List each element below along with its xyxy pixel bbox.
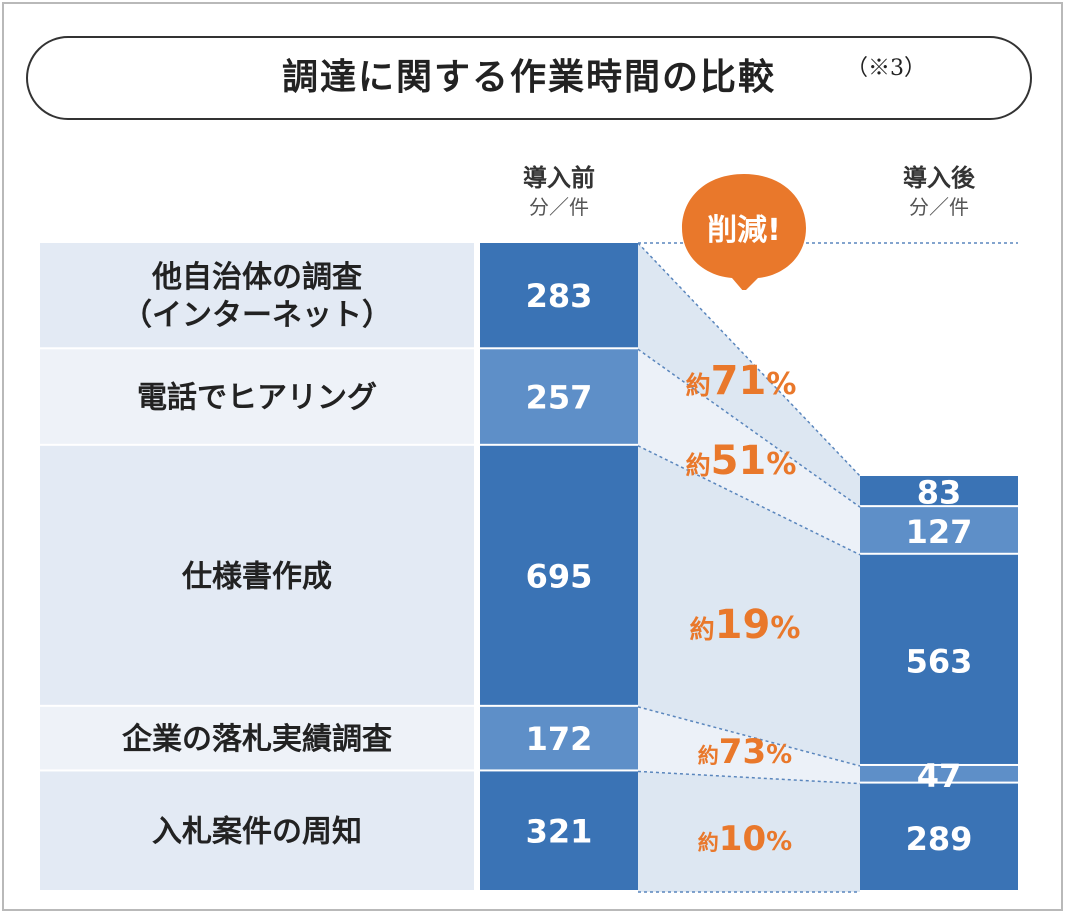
- reduction-label-part: %: [770, 611, 800, 646]
- reduction-label-part: 10: [719, 819, 766, 859]
- reduction-callout: 削減!: [682, 174, 806, 290]
- reduction-label-part: %: [766, 447, 796, 482]
- column-after-label: 導入後: [903, 164, 975, 192]
- reduction-label-part: 約: [698, 744, 719, 768]
- category-label-line: 入札案件の周知: [152, 815, 362, 850]
- category-row-bg-3: [40, 706, 474, 770]
- value-label-before-0: 283: [526, 277, 593, 315]
- reduction-band-0: [638, 243, 860, 508]
- connector-line-3: [637, 706, 861, 767]
- column-before-unit: 分／件: [529, 195, 589, 219]
- reduction-label-part: 約: [686, 371, 711, 400]
- reduction-label-part: 約: [690, 615, 715, 644]
- category-row-bg-1: [40, 349, 474, 444]
- chart-title: 調達に関する作業時間の比較: [281, 57, 776, 98]
- category-row-bg-2: [40, 445, 474, 705]
- value-label-before-1: 257: [526, 379, 593, 417]
- reduction-label-part: 51: [711, 438, 767, 484]
- callout-bubble-shape: [682, 174, 806, 290]
- bar-after-0: [860, 476, 1018, 506]
- connector-line-4: [637, 770, 861, 785]
- category-row-bg-4: [40, 771, 474, 890]
- bar-after-3: [860, 765, 1018, 782]
- value-label-after-3: 47: [917, 757, 962, 795]
- category-label-line: （インターネット）: [122, 298, 392, 333]
- value-label-before-4: 321: [526, 813, 593, 851]
- reduction-label-2: 約19%: [690, 602, 801, 648]
- value-label-after-4: 289: [906, 820, 973, 858]
- bar-before-3: [480, 706, 638, 770]
- category-label-0: 他自治体の調査（インターネット）: [122, 260, 392, 333]
- connector-line-2: [637, 445, 861, 556]
- category-label-2: 仕様書作成: [181, 559, 332, 594]
- column-header-before: 導入前 分／件: [480, 163, 638, 221]
- reduction-label-part: %: [766, 367, 796, 402]
- reduction-label-part: 73: [719, 732, 766, 772]
- column-before-label: 導入前: [523, 164, 595, 192]
- category-label-3: 企業の落札実績調査: [122, 722, 392, 757]
- bar-after-2: [860, 554, 1018, 764]
- category-label-line: 企業の落札実績調査: [122, 722, 392, 757]
- bar-after-1: [860, 507, 1018, 553]
- category-label-line: 電話でヒアリング: [137, 381, 377, 416]
- category-label-line: 他自治体の調査: [151, 260, 362, 295]
- title-box: 調達に関する作業時間の比較: [26, 36, 1032, 120]
- bar-before-1: [480, 349, 638, 444]
- reduction-label-part: 71: [711, 358, 767, 404]
- value-label-after-2: 563: [906, 642, 973, 680]
- reduction-band-2: [638, 445, 860, 766]
- reduction-label-part: %: [766, 740, 792, 770]
- value-label-before-3: 172: [526, 720, 593, 758]
- reduction-label-part: 約: [698, 831, 719, 855]
- value-label-after-0: 83: [917, 474, 962, 512]
- bar-before-2: [480, 445, 638, 705]
- value-label-before-2: 695: [526, 557, 593, 595]
- reduction-label-part: %: [766, 827, 792, 857]
- value-label-after-1: 127: [906, 513, 973, 551]
- category-label-4: 入札案件の周知: [152, 815, 362, 850]
- reduction-label-3: 約73%: [698, 732, 792, 772]
- reduction-band-1: [638, 349, 860, 555]
- reduction-band-4: [638, 771, 860, 892]
- reduction-label-1: 約51%: [686, 438, 797, 484]
- reduction-label-0: 約71%: [686, 358, 797, 404]
- reduction-label-4: 約10%: [698, 819, 792, 859]
- title-note: （※3）: [846, 56, 926, 81]
- column-header-after: 導入後 分／件: [860, 163, 1018, 221]
- reduction-band-3: [638, 706, 860, 784]
- reduction-label-part: 約: [686, 451, 711, 480]
- category-label-1: 電話でヒアリング: [137, 381, 377, 416]
- bar-before-4: [480, 771, 638, 890]
- category-label-line: 仕様書作成: [181, 559, 332, 594]
- bar-after-4: [860, 783, 1018, 890]
- bar-before-0: [480, 243, 638, 348]
- reduction-label-part: 19: [715, 602, 771, 648]
- category-row-bg-0: [40, 243, 474, 348]
- column-after-unit: 分／件: [909, 195, 969, 219]
- callout-text: 削減!: [707, 213, 781, 248]
